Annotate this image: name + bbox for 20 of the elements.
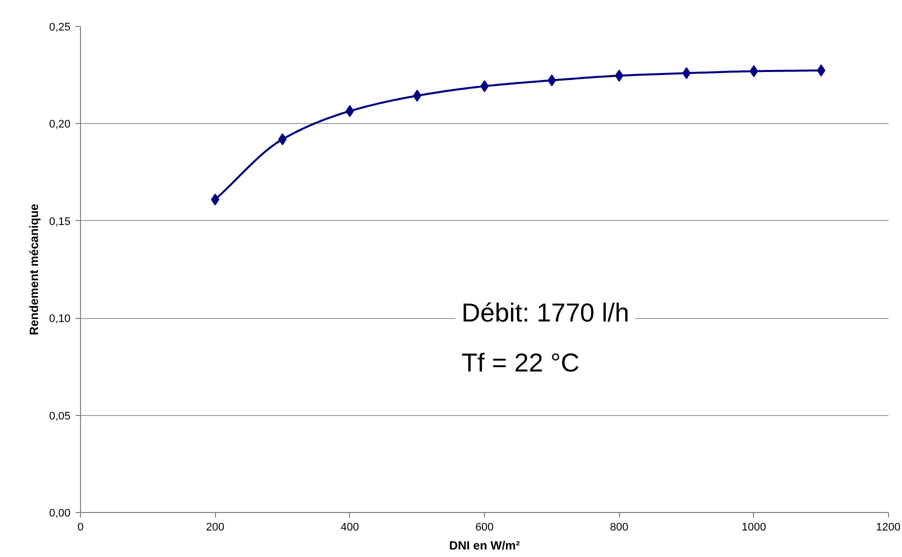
- point: [682, 67, 691, 80]
- point: [480, 80, 489, 92]
- y-tick-label: 0,00: [49, 508, 71, 520]
- point: [278, 133, 287, 146]
- annotation: Débit: 1770 l/h: [462, 298, 630, 328]
- annotation: Tf = 22 °C: [462, 348, 580, 378]
- x-tick-label: 400: [340, 522, 360, 534]
- x-tick-label: 600: [475, 522, 494, 534]
- y-axis-title: Rendement mécanique: [27, 203, 42, 336]
- x-tick-label: 200: [206, 522, 224, 534]
- x-axis-title: DNI en W/m²: [449, 538, 520, 552]
- x-tick-label: 1200: [876, 522, 901, 534]
- y-tick-label: 0,05: [49, 410, 71, 422]
- y-tick-label: 0,10: [49, 313, 71, 326]
- x-tick-label: 800: [610, 522, 628, 534]
- x-tick-label: 0: [77, 522, 84, 534]
- y-tick-label: 0,20: [49, 118, 71, 131]
- x-tick-label: 1000: [742, 522, 766, 534]
- y-tick-label: 0,25: [49, 22, 71, 34]
- y-tick-label: 0,15: [49, 216, 71, 228]
